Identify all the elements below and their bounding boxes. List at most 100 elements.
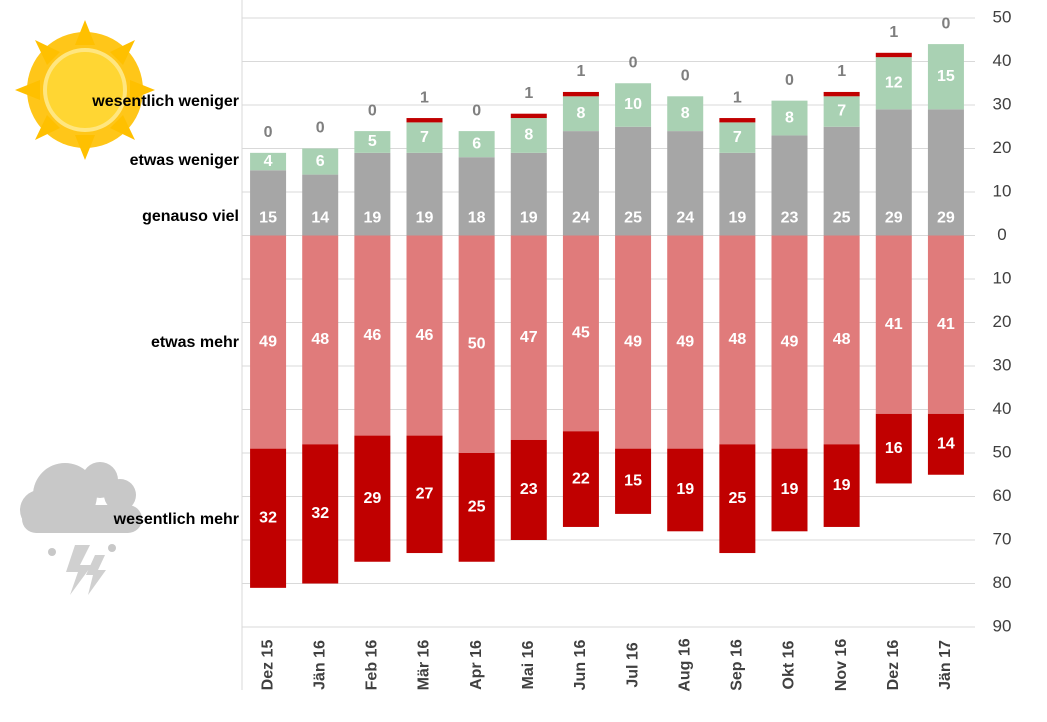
- bar-segment: [927, 109, 964, 236]
- bar-segment: [771, 235, 808, 449]
- bar-segment: [406, 435, 443, 554]
- data-label: 0: [264, 124, 273, 141]
- bar-segment: [875, 57, 912, 110]
- data-label: 32: [311, 505, 329, 522]
- data-label: 46: [363, 327, 381, 344]
- bar-segment: [823, 96, 860, 127]
- data-label: 27: [416, 486, 434, 503]
- data-label: 0: [368, 102, 377, 119]
- bar-segment: [510, 235, 547, 440]
- data-label: 0: [785, 72, 794, 89]
- data-label: 1: [420, 89, 429, 106]
- bar-segment: [458, 453, 495, 562]
- bar-segment: [927, 235, 964, 414]
- data-label: 24: [572, 209, 590, 226]
- y-tick-label: 60: [993, 486, 1012, 505]
- data-label: 19: [416, 209, 434, 226]
- x-tick-label: Jul 16: [624, 642, 641, 687]
- data-label: 4: [264, 153, 273, 170]
- x-tick-label: Jän 16: [311, 640, 328, 690]
- data-label: 1: [889, 24, 898, 41]
- data-label: 23: [781, 209, 799, 226]
- bar-segment: [562, 131, 599, 236]
- bar-segment: [406, 235, 443, 436]
- data-label: 19: [363, 209, 381, 226]
- legend-label: wesentlich weniger: [91, 93, 239, 110]
- bar-segment: [875, 235, 912, 414]
- data-label: 46: [416, 327, 434, 344]
- data-label: 29: [937, 209, 955, 226]
- y-tick-label: 50: [993, 442, 1012, 461]
- data-label: 1: [576, 63, 585, 80]
- bar-segment: [615, 126, 652, 236]
- data-label: 7: [420, 129, 429, 146]
- data-label: 15: [937, 68, 955, 85]
- data-label: 8: [785, 109, 794, 126]
- bar-segment: [458, 131, 495, 158]
- x-tick-label: Mär 16: [416, 640, 433, 691]
- data-label: 6: [472, 135, 481, 152]
- x-tick-label: Nov 16: [833, 639, 850, 692]
- data-label: 49: [624, 333, 642, 350]
- x-tick-label: Dez 16: [885, 640, 902, 691]
- data-label: 47: [520, 329, 538, 346]
- x-tick-label: Feb 16: [364, 640, 381, 691]
- bar-segment: [719, 122, 756, 153]
- bar-segment: [510, 439, 547, 540]
- bar-segment: [458, 235, 495, 453]
- x-tick-label: Dez 15: [259, 640, 276, 691]
- bar-segment: [302, 174, 339, 236]
- legend-label: etwas mehr: [151, 334, 239, 351]
- bar-segment: [875, 413, 912, 484]
- bar-segment: [823, 91, 860, 97]
- x-tick-label: Sep 16: [729, 639, 746, 691]
- data-label: 8: [576, 105, 585, 122]
- data-label: 19: [520, 209, 538, 226]
- data-label: 49: [676, 333, 694, 350]
- bar-segment: [406, 118, 443, 123]
- data-label: 25: [624, 209, 642, 226]
- bar-segment: [667, 448, 704, 532]
- data-label: 32: [259, 509, 277, 526]
- data-label: 24: [676, 209, 694, 226]
- data-label: 29: [885, 209, 903, 226]
- y-tick-label: 90: [993, 616, 1012, 635]
- bar-segment: [927, 413, 964, 475]
- data-label: 49: [781, 333, 799, 350]
- bar-segment: [771, 100, 808, 136]
- bar-segment: [823, 444, 860, 527]
- data-label: 7: [733, 129, 742, 146]
- data-label: 14: [937, 436, 955, 453]
- data-label: 50: [468, 335, 486, 352]
- data-label: 10: [624, 96, 642, 113]
- bar-segment: [562, 431, 599, 527]
- bar-segment: [510, 118, 547, 153]
- x-tick-label: Okt 16: [781, 640, 798, 689]
- data-label: 15: [259, 209, 277, 226]
- bar-segment: [615, 235, 652, 449]
- y-tick-label: 70: [993, 529, 1012, 548]
- bar-segment: [354, 152, 391, 236]
- bar-segment: [719, 152, 756, 236]
- data-label: 14: [311, 209, 329, 226]
- data-label: 45: [572, 325, 590, 342]
- data-label: 8: [681, 105, 690, 122]
- y-tick-label: 40: [993, 51, 1012, 70]
- bar-segment: [771, 135, 808, 236]
- data-label: 7: [837, 103, 846, 120]
- data-label: 18: [468, 209, 486, 226]
- data-label: 19: [728, 209, 746, 226]
- bar-segment: [615, 448, 652, 514]
- bar-segment: [406, 122, 443, 153]
- y-tick-label: 10: [993, 268, 1012, 287]
- data-label: 48: [833, 331, 851, 348]
- bar-segment: [771, 448, 808, 532]
- x-tick-label: Mai 16: [520, 640, 537, 689]
- data-label: 19: [676, 481, 694, 498]
- bar-segment: [823, 235, 860, 445]
- data-label: 0: [941, 15, 950, 32]
- sun-icon: [15, 20, 155, 160]
- data-label: 25: [728, 490, 746, 507]
- data-label: 0: [629, 54, 638, 71]
- bar-segment: [302, 444, 339, 584]
